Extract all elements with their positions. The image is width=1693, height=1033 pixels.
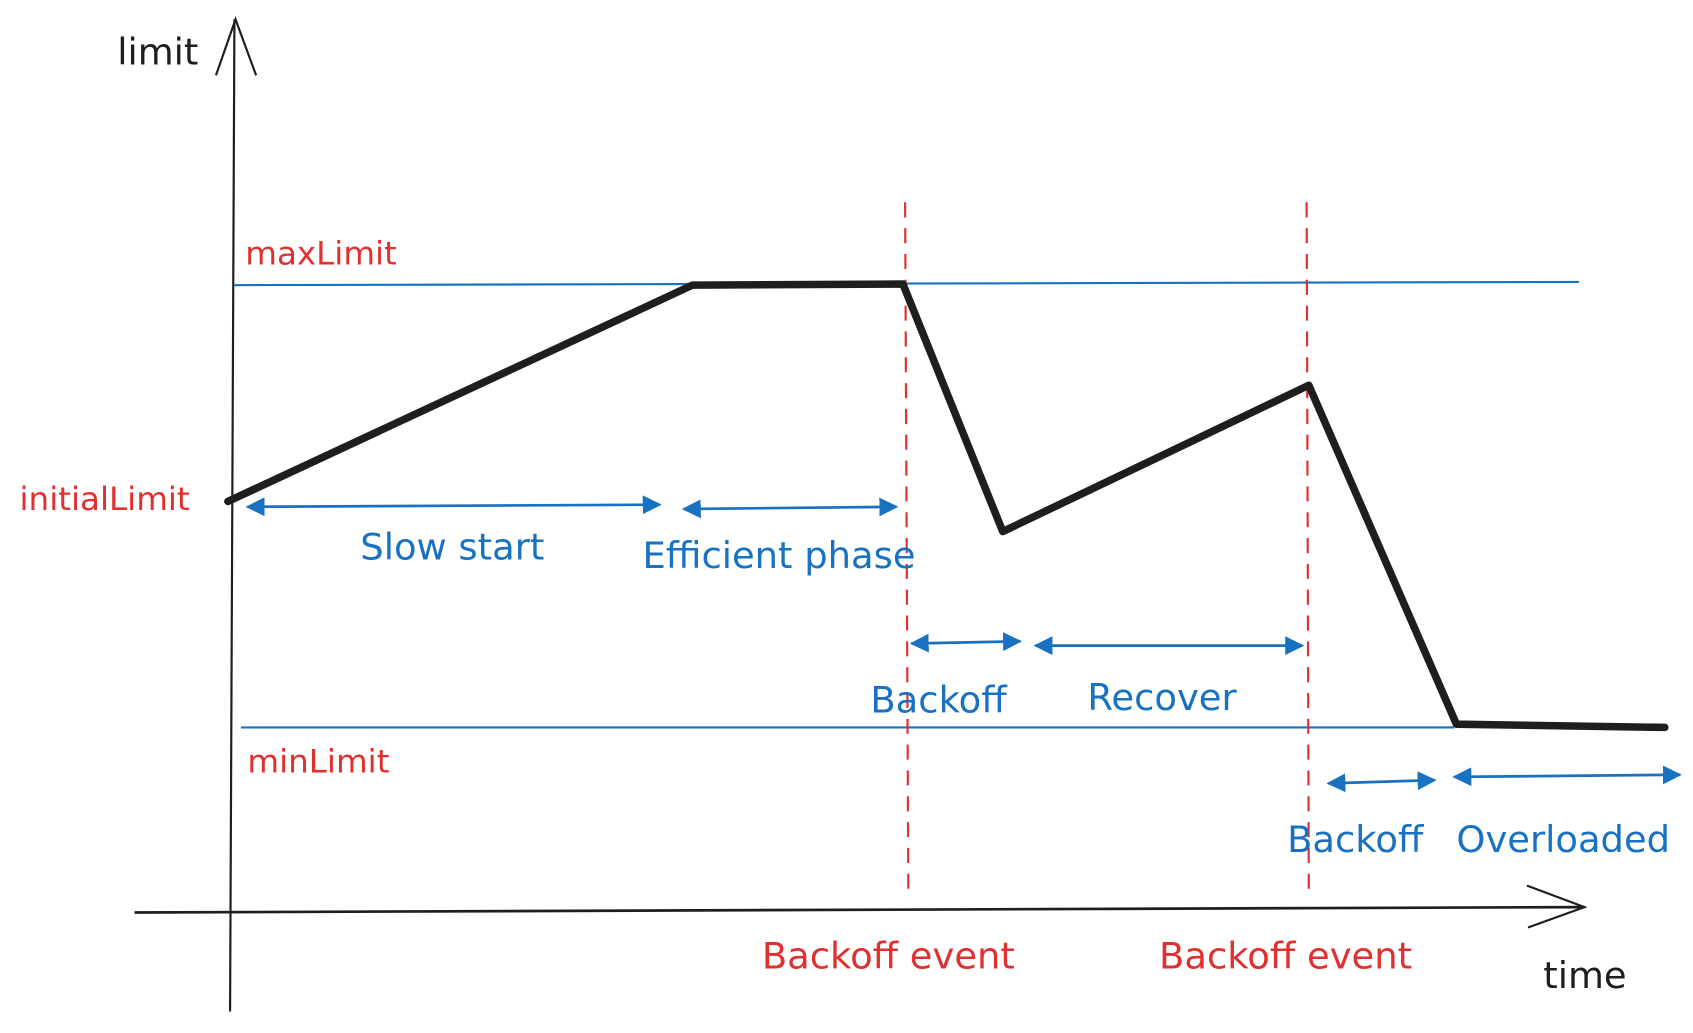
min-limit-label: minLimit	[247, 743, 389, 781]
y-axis	[214, 16, 258, 1012]
phase-label-slow-start: Slow start	[360, 526, 544, 569]
backoff-event-line-2	[1305, 202, 1310, 900]
x-axis	[134, 884, 1588, 929]
phase-label-efficient: Efficient phase	[642, 534, 915, 577]
phase-label-overloaded: Overloaded	[1456, 818, 1670, 861]
phase-arrow-backoff-1	[909, 632, 1023, 653]
event-label-2: Backoff event	[1159, 935, 1412, 978]
event-label-1: Backoff event	[762, 935, 1015, 978]
initial-limit-label: initialLimit	[20, 480, 190, 518]
x-axis-label: time	[1543, 954, 1626, 997]
phase-arrow-overloaded	[1452, 765, 1682, 787]
phase-label-recover: Recover	[1087, 676, 1237, 719]
backoff-event-line-1	[904, 202, 910, 900]
phase-label-backoff-2: Backoff	[1287, 818, 1425, 861]
phase-arrow-efficient	[681, 497, 899, 519]
y-axis-label: limit	[117, 31, 198, 74]
phase-arrow-backoff-2	[1326, 771, 1437, 793]
limit-curve	[224, 280, 1669, 732]
phase-label-backoff-1: Backoff	[870, 678, 1008, 721]
phase-arrow-slow-start	[245, 495, 662, 517]
max-limit-label: maxLimit	[245, 235, 397, 273]
